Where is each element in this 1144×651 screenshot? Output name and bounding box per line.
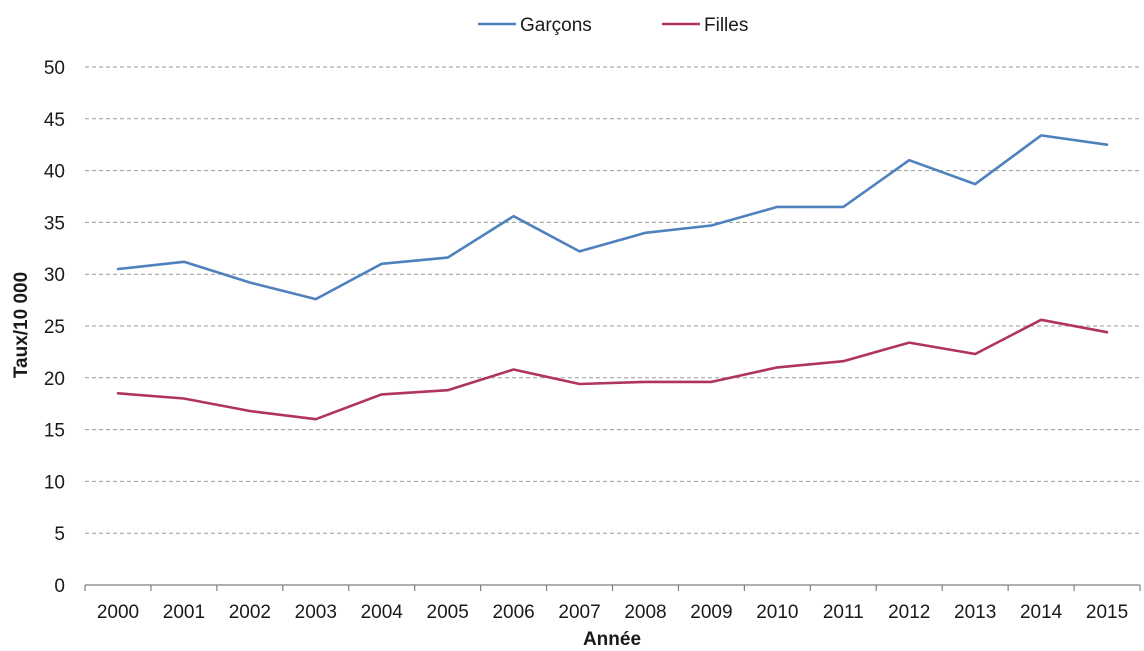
series-line-1	[116, 134, 1109, 301]
x-tick-labels: 2000 2001 2002 2003 2004 2005 2006 2007 2008 2009…	[97, 602, 1128, 623]
y-tick-label: 10	[44, 472, 65, 493]
series-lines	[116, 134, 1109, 421]
y-tick-label: 25	[44, 317, 65, 338]
x-tick-label: 2004	[361, 602, 404, 623]
legend: Garçons Filles	[478, 15, 748, 36]
y-tick-label: 20	[44, 369, 65, 390]
y-tick-labels: 0 5 10 15 20 25 30 35 40 45 50	[44, 58, 65, 597]
y-tick-label: 30	[44, 265, 65, 286]
x-tick-label: 2013	[954, 602, 996, 623]
x-tick-label: 2001	[163, 602, 205, 623]
x-tick-label: 2015	[1086, 602, 1128, 623]
y-tick-label: 15	[44, 421, 65, 442]
gridlines	[85, 66, 1140, 534]
y-tick-label: 40	[44, 162, 65, 183]
x-tick-label: 2009	[690, 602, 732, 623]
series-line-2	[116, 318, 1109, 421]
x-tick-label: 2011	[823, 602, 864, 623]
y-tick-label: 45	[44, 110, 65, 131]
x-tick-label: 2008	[624, 602, 666, 623]
x-tick-label: 2002	[229, 602, 271, 623]
x-tick-label: 2012	[888, 602, 930, 623]
x-axis-title: Année	[583, 629, 641, 650]
y-tick-label: 0	[54, 576, 65, 597]
x-tick-label: 2005	[427, 602, 469, 623]
x-tick-label: 2003	[295, 602, 337, 623]
x-tick-label: 2007	[558, 602, 600, 623]
x-tick-label: 2000	[97, 602, 139, 623]
x-tick-label: 2010	[756, 602, 798, 623]
y-tick-label: 5	[54, 524, 65, 545]
axes	[84, 584, 1141, 591]
y-axis-title: Taux/10 000	[11, 272, 32, 378]
legend-label-2: Filles	[704, 15, 748, 36]
x-tick-label: 2014	[1020, 602, 1063, 623]
x-tick-label: 2006	[492, 602, 534, 623]
y-tick-label: 35	[44, 213, 65, 234]
legend-label-1: Garçons	[520, 15, 592, 36]
y-tick-label: 50	[44, 58, 65, 79]
